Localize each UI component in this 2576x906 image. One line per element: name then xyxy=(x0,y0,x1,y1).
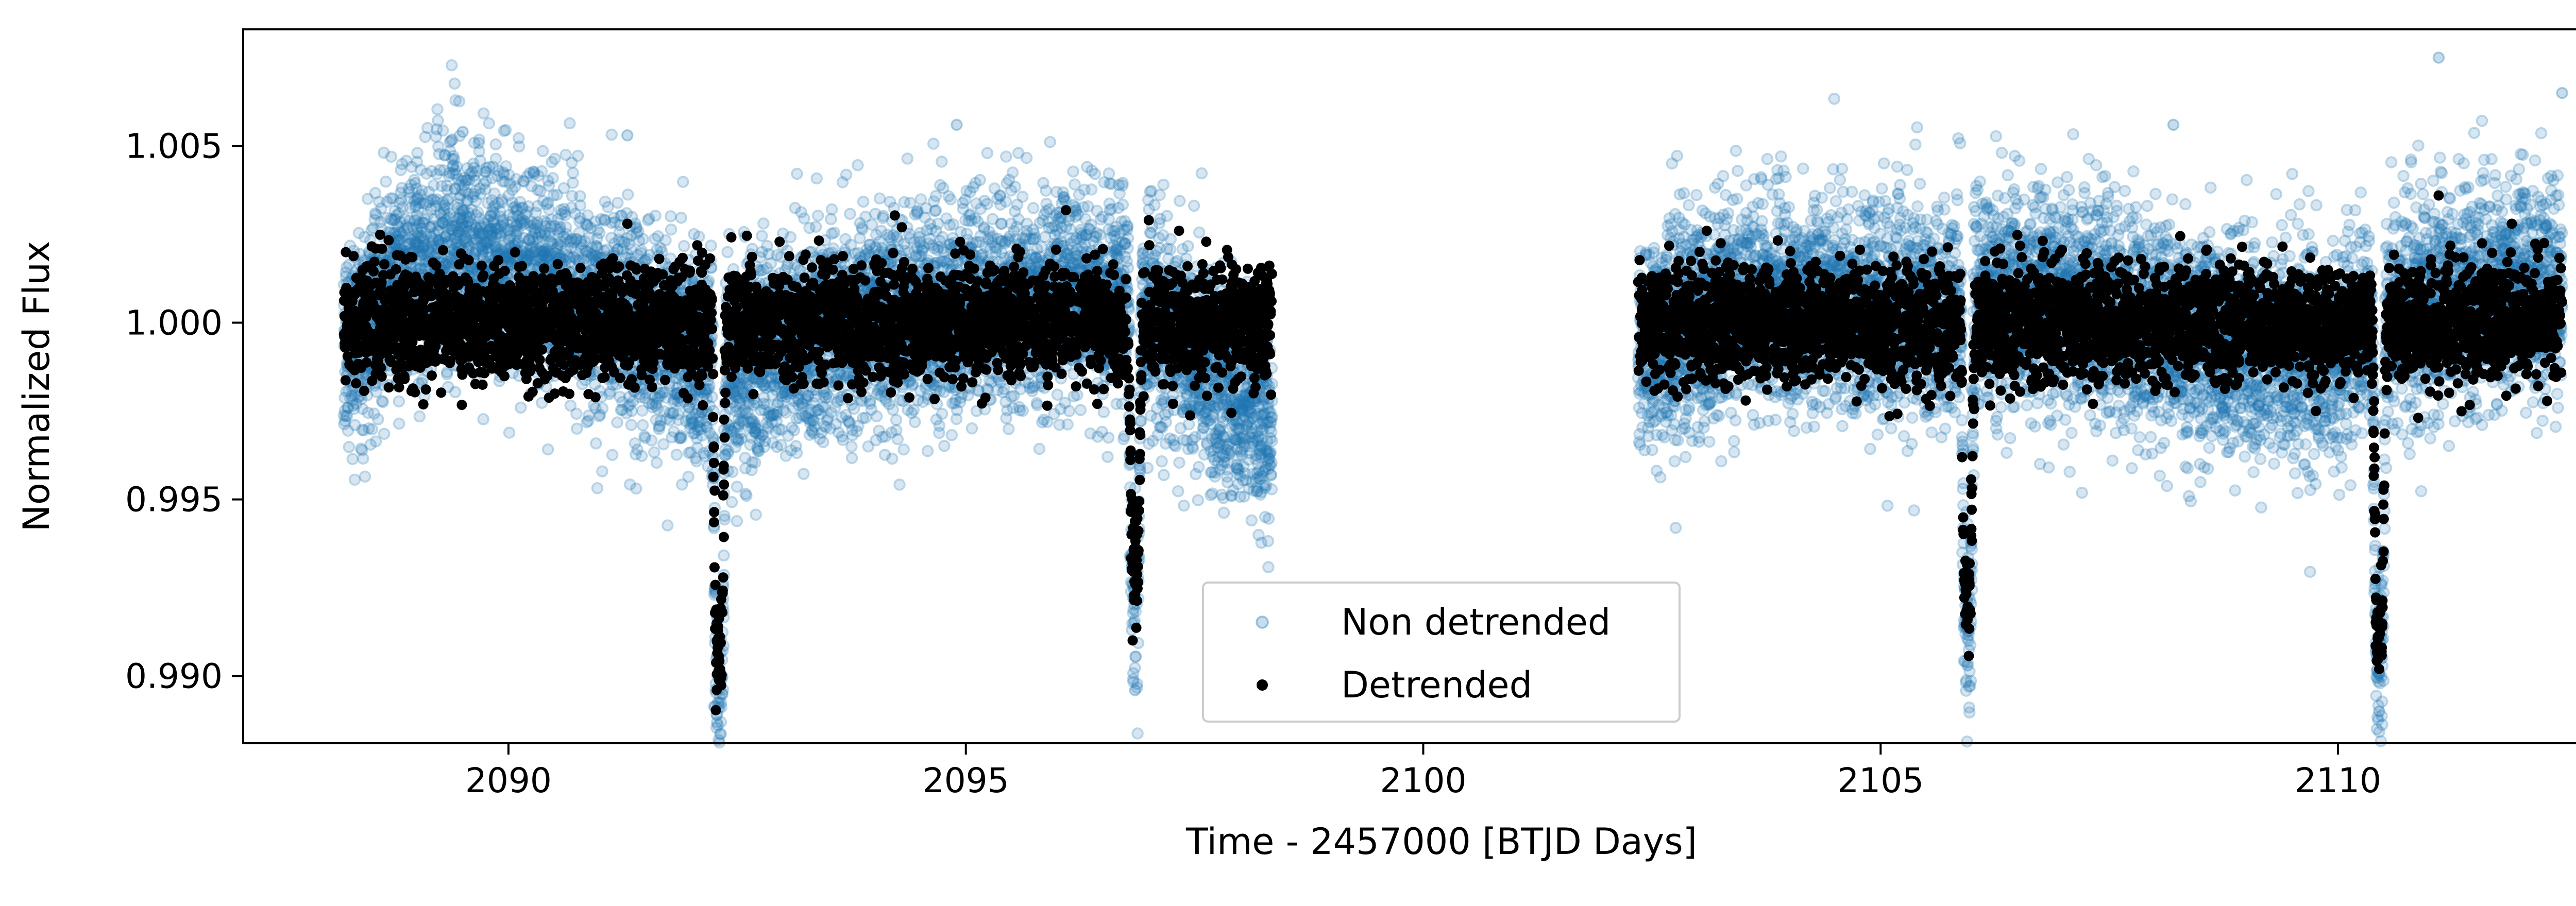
non-detrended-point-fill xyxy=(413,148,422,158)
non-detrended-point-fill xyxy=(474,147,484,156)
non-detrended-point-fill xyxy=(350,475,360,484)
non-detrended-point-fill xyxy=(423,123,432,132)
non-detrended-point-fill xyxy=(479,109,488,118)
non-detrended-point-fill xyxy=(395,419,404,428)
non-detrended-point-fill xyxy=(378,398,387,407)
non-detrended-point-fill xyxy=(433,105,442,114)
non-detrended-point-fill xyxy=(492,154,501,163)
non-detrended-point-fill xyxy=(359,454,368,463)
non-detrended-point-fill xyxy=(361,472,370,481)
non-detrended-point-fill xyxy=(415,412,424,421)
non-detrended-point-fill xyxy=(491,140,500,149)
non-detrended-point-fill xyxy=(374,415,383,424)
non-detrended-point-fill xyxy=(438,126,448,135)
non-detrended-point-fill xyxy=(452,162,462,171)
non-detrended-point-fill xyxy=(447,61,456,70)
non-detrended-point-fill xyxy=(348,454,357,464)
non-detrended-point-fill xyxy=(371,437,381,446)
non-detrended-point-fill xyxy=(455,97,464,106)
non-detrended-point-fill xyxy=(344,442,353,452)
non-detrended-point-fill xyxy=(479,415,488,424)
non-detrended-point-fill xyxy=(484,119,494,128)
non-detrended-point-fill xyxy=(380,429,389,438)
non-detrended-point-fill xyxy=(450,79,459,88)
non-detrended-point-fill xyxy=(381,177,391,186)
non-detrended-point-fill xyxy=(386,152,396,161)
light-curve-chart: 2090 2095 2100 2105 2110 0.9900.9951.0001.00… xyxy=(0,0,2576,906)
non-detrended-point-fill xyxy=(444,194,453,203)
non-detrended-point-fill xyxy=(451,387,460,397)
non-detrended-point-fill xyxy=(433,116,443,125)
non-detrended-point-fill xyxy=(394,397,403,406)
non-detrended-point-fill xyxy=(474,135,484,144)
non-detrended-point-fill xyxy=(367,425,377,434)
